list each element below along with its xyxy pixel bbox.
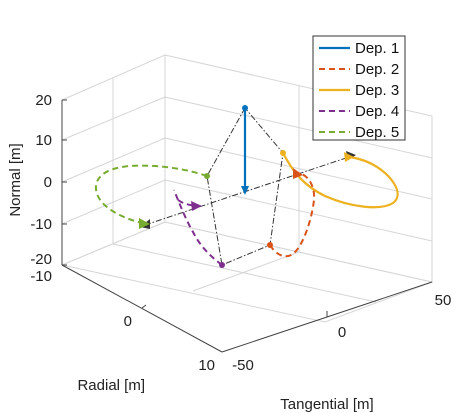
z-tick-label: 10 xyxy=(35,132,52,149)
y-axis-line xyxy=(61,264,223,353)
dep1-point xyxy=(242,105,248,111)
z-tick-label: -20 xyxy=(30,251,52,268)
dep5-point xyxy=(204,173,210,179)
dep4-arrow xyxy=(191,201,202,211)
dep3-arrow xyxy=(344,152,354,162)
legend-item: Dep. 5 xyxy=(319,124,399,141)
grid-line xyxy=(112,243,377,303)
y-tick-label: -10 xyxy=(30,268,52,285)
dep2-line xyxy=(269,173,316,258)
y-tick-label: 10 xyxy=(198,357,215,374)
series-dep-3 xyxy=(280,150,399,209)
legend-label: Dep. 2 xyxy=(355,61,399,78)
legend-label: Dep. 3 xyxy=(355,82,399,99)
y-axis-label: Radial [m] xyxy=(77,377,145,394)
z-axis-label: Normal [m] xyxy=(7,143,24,216)
series-dep-4 xyxy=(173,189,225,268)
nominal-track-line xyxy=(144,155,353,226)
z-tick-label: 0 xyxy=(44,174,52,191)
reference-lines xyxy=(144,107,353,266)
series-dep-1 xyxy=(241,105,249,195)
grid-line xyxy=(192,251,300,292)
z-tick-label: 20 xyxy=(35,92,52,109)
y-tick-label: 0 xyxy=(124,313,132,330)
legend-item: Dep. 4 xyxy=(319,103,399,120)
dep5-arrow xyxy=(139,218,150,229)
dep2-arrow xyxy=(293,168,303,179)
dep4-line xyxy=(173,189,223,266)
legend-item: Dep. 1 xyxy=(319,40,399,57)
dep1-arrow xyxy=(241,186,249,195)
legend-item: Dep. 2 xyxy=(319,61,399,78)
dep4-point xyxy=(219,262,225,268)
dep3-point xyxy=(280,150,286,156)
x-tick-label: -50 xyxy=(232,357,254,374)
tick-labels: 20 10 0 -10 -20 -10 0 10 -50 0 50 xyxy=(30,92,451,374)
x-axis-label: Tangential [m] xyxy=(280,396,373,413)
dep3-line xyxy=(282,152,399,209)
series-dep-2 xyxy=(267,168,316,258)
legend-box xyxy=(312,35,406,141)
deployment-frame-line xyxy=(206,107,284,266)
x-tick-label: 50 xyxy=(435,292,452,309)
x-tick-label: 0 xyxy=(338,324,346,341)
dep2-point xyxy=(267,242,273,248)
z-tick-label: -10 xyxy=(30,216,52,233)
legend-label: Dep. 1 xyxy=(355,40,399,57)
legend-label: Dep. 4 xyxy=(355,103,399,120)
series-dep-5 xyxy=(94,164,210,229)
axes-lines xyxy=(61,99,433,353)
legend-label: Dep. 5 xyxy=(355,124,399,141)
legend-item: Dep. 3 xyxy=(319,82,399,99)
legend: Dep. 1 Dep. 2 Dep. 3 Dep. 4 Dep. 5 xyxy=(312,35,406,141)
dep5-line xyxy=(94,164,208,224)
